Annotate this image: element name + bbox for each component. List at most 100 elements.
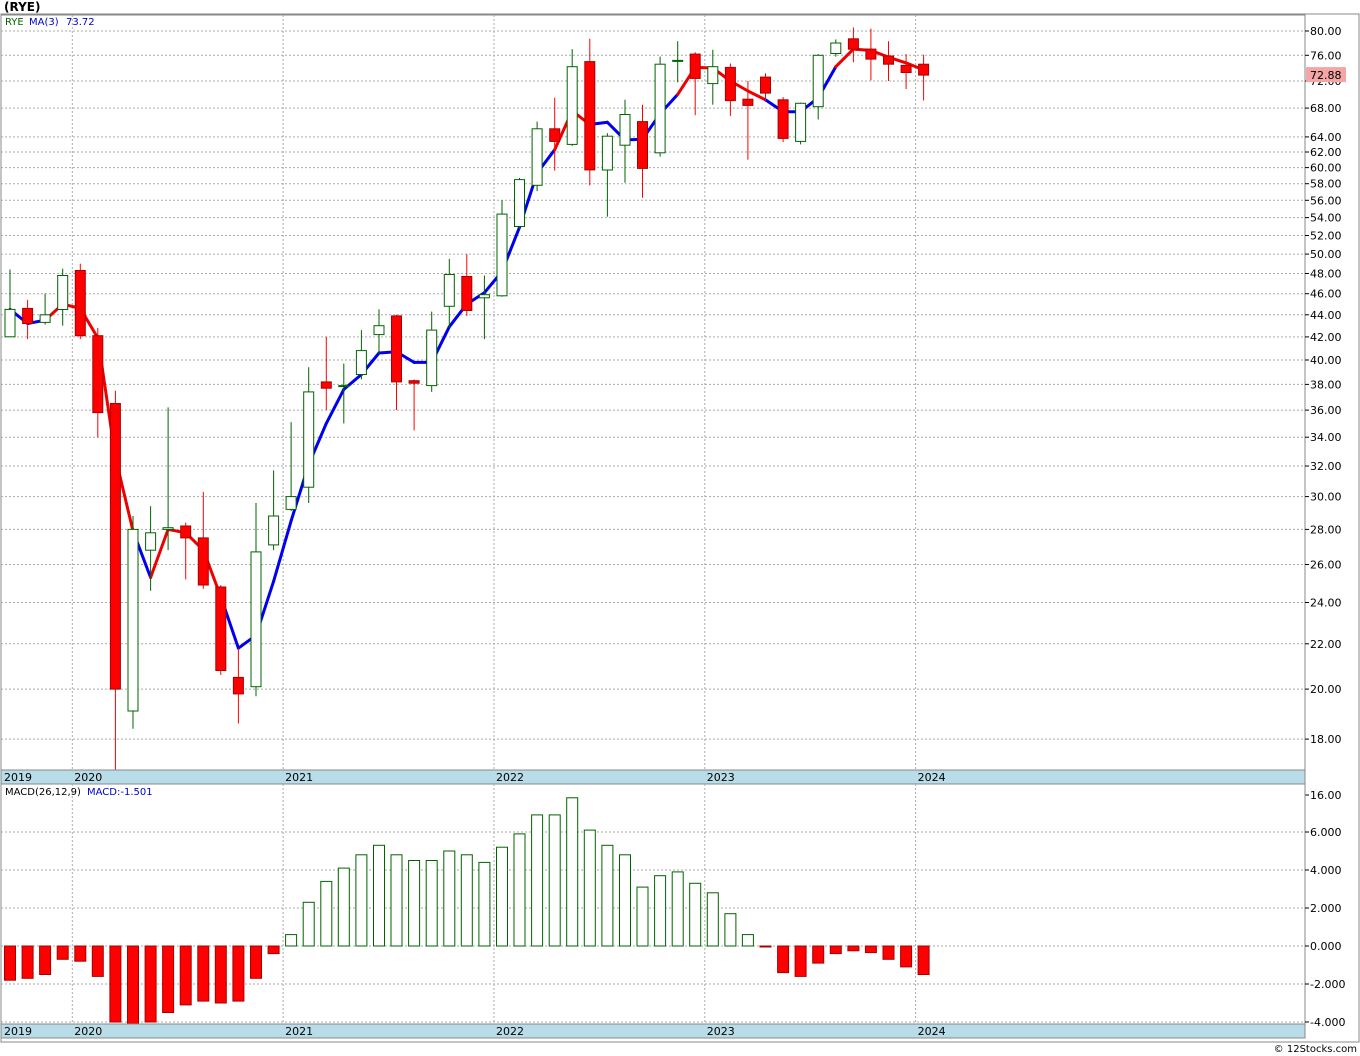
macd-bar [91, 945, 104, 977]
year-label: 2021 [285, 1025, 313, 1038]
last-price-label: 72.88 [1310, 69, 1342, 82]
macd-bar [162, 945, 175, 1013]
candle [601, 133, 613, 217]
macd-bar [337, 867, 350, 947]
price-tick-label: 30.00 [1310, 491, 1342, 504]
candle-body [830, 42, 842, 54]
price-tick-label: 44.00 [1310, 309, 1342, 322]
macd-bar [355, 854, 368, 947]
candle-body [180, 525, 192, 539]
candle-body [197, 537, 209, 586]
candle [795, 102, 807, 145]
price-panel [0, 14, 1306, 771]
candle [4, 269, 16, 338]
candle [145, 506, 157, 591]
macd-bar [285, 934, 298, 947]
candle-body [355, 350, 367, 376]
price-tick-label: 54.00 [1310, 212, 1342, 225]
candle [478, 275, 490, 340]
candle [320, 336, 332, 411]
year-label: 2020 [74, 1025, 102, 1038]
macd-bar [724, 913, 737, 947]
year-label: 2024 [918, 1025, 946, 1038]
candle [443, 258, 455, 328]
macd-bar [759, 945, 772, 948]
candle [303, 367, 315, 503]
candle-body [847, 38, 859, 50]
macd-bar [109, 945, 122, 1023]
candle [584, 38, 596, 186]
macd-bar [425, 860, 438, 947]
candle [197, 491, 209, 589]
macd-bar [408, 860, 421, 947]
macd-bar [741, 934, 754, 947]
macd-bar [302, 901, 315, 947]
macd-bar [127, 945, 139, 1025]
legend-symbol: RYE [5, 17, 24, 28]
candle-body [391, 315, 402, 383]
price-tick-label: 34.00 [1310, 431, 1342, 444]
year-label: 2023 [707, 771, 735, 784]
price-tick-label: 26.00 [1310, 559, 1342, 572]
candle-body [619, 114, 631, 146]
candle-body [496, 213, 508, 297]
price-tick-label: 42.00 [1310, 331, 1342, 344]
macd-bar [232, 945, 245, 1002]
candle-body [215, 586, 227, 671]
candle-body [461, 276, 473, 311]
macd-tick-label: 6.000 [1310, 826, 1342, 839]
macd-bar [179, 945, 192, 1006]
macd-bar [864, 945, 877, 954]
candle [268, 470, 280, 551]
candle [724, 63, 736, 116]
ma-segment [834, 47, 855, 69]
candle-body [162, 527, 174, 530]
candle-body [549, 128, 561, 142]
price-tick-label: 32.00 [1310, 460, 1342, 473]
price-tick-label: 76.00 [1310, 49, 1342, 62]
candle-body [672, 59, 684, 62]
price-tick-label: 58.00 [1310, 178, 1342, 191]
candle [373, 309, 385, 355]
candle-body [514, 179, 525, 228]
candle-body [57, 275, 69, 310]
price-tick-label: 62.00 [1310, 146, 1342, 159]
macd-bar [900, 945, 913, 968]
date-labels-top: 2019 2020 2021 2022 2023 2024 [4, 771, 946, 784]
candle [92, 327, 104, 438]
candle-body [689, 53, 701, 79]
macd-bar [21, 945, 34, 979]
macd-bar [267, 945, 280, 955]
candle [742, 81, 754, 160]
candle-body [4, 308, 16, 338]
macd-bar [390, 854, 403, 947]
macd-panel [0, 783, 1306, 1025]
candle-body [724, 66, 736, 102]
macd-value-label: MACD:-1.501 [87, 787, 153, 798]
macd-bar [39, 945, 52, 975]
candle [232, 648, 244, 724]
price-tick-label: 38.00 [1310, 378, 1342, 391]
candle-body [654, 63, 666, 154]
macd-bar [777, 945, 790, 974]
candle-body [22, 307, 34, 324]
price-tick-label: 40.00 [1310, 354, 1342, 367]
candle-body [531, 128, 543, 186]
macd-bar [373, 844, 385, 947]
macd-tick-label: 2.000 [1310, 902, 1342, 915]
macd-label: MACD(26,12,9) [5, 787, 81, 798]
ma-segment [272, 519, 293, 583]
price-tick-label: 60.00 [1310, 162, 1342, 175]
year-label: 2023 [707, 1025, 735, 1038]
candle-body [566, 66, 578, 145]
macd-bar [671, 871, 684, 947]
candle [654, 56, 666, 157]
price-grid [1, 15, 1305, 770]
macd-tick-label: -2.000 [1310, 978, 1345, 991]
price-tick-label: 20.00 [1310, 683, 1342, 696]
candle [812, 54, 824, 120]
candle-body [426, 329, 438, 387]
candle-body [338, 385, 350, 388]
macd-bar [566, 797, 579, 947]
macd-bar [250, 945, 262, 979]
